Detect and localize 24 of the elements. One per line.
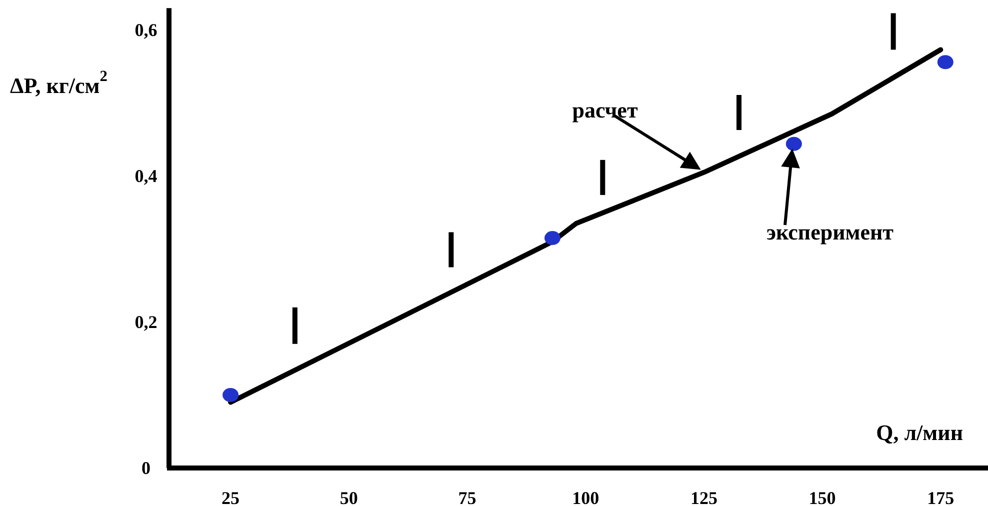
point [222, 388, 239, 402]
y-tick-label: 0,6 [134, 20, 158, 40]
annotation: расчет [572, 98, 638, 122]
x-axis-title: Q, л/мин [876, 420, 964, 445]
bar [448, 232, 454, 268]
point [937, 55, 954, 70]
bar [292, 307, 298, 344]
y-tick-label: 0,4 [134, 166, 158, 186]
x-tick-label: 75 [458, 488, 476, 506]
bar [600, 160, 606, 195]
y-tick-label: 0,2 [134, 312, 158, 332]
x-tick-label: 100 [572, 488, 600, 506]
y-tick-label: 0 [142, 458, 150, 478]
point [544, 231, 560, 246]
bar [890, 13, 896, 50]
x-tick-label: 175 [927, 488, 954, 506]
x-tick-label: 150 [808, 488, 836, 506]
x-tick-label: 25 [222, 488, 240, 506]
bar [736, 94, 742, 130]
x-tick-label: 50 [340, 488, 358, 506]
annotation: эксперимент [766, 220, 894, 244]
x-tick-label: 125 [690, 488, 718, 506]
point [786, 136, 802, 151]
y-axis-title: ΔP, кг/см$^{2}$ [10, 68, 108, 98]
